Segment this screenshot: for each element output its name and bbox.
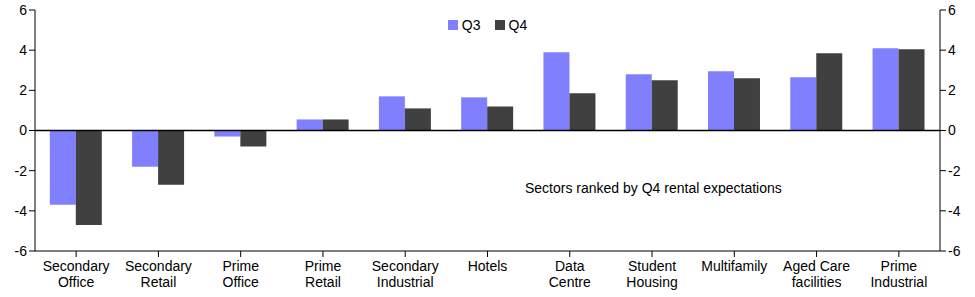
svg-text:SecondaryRetail: SecondaryRetail: [125, 258, 192, 290]
svg-text:Hotels: Hotels: [468, 258, 508, 274]
svg-text:0: 0: [19, 122, 27, 138]
svg-text:DataCentre: DataCentre: [549, 258, 591, 290]
svg-text:Multifamily: Multifamily: [701, 258, 767, 274]
svg-text:-4: -4: [15, 203, 28, 219]
html-text:Q4: Q4: [508, 17, 528, 33]
svg-text:-2: -2: [15, 163, 28, 179]
svg-text:PrimeOffice: PrimeOffice: [222, 258, 259, 290]
svg-text:4: 4: [19, 42, 27, 58]
svg-text:-4: -4: [948, 203, 961, 219]
svg-text:SecondaryIndustrial: SecondaryIndustrial: [372, 258, 439, 290]
html-text:Sectors ranked by Q4 rental ex: Sectors ranked by Q4 rental expectations: [525, 180, 782, 196]
svg-text:-2: -2: [948, 163, 961, 179]
svg-text:StudentHousing: StudentHousing: [626, 258, 677, 290]
html-text:Q3: Q3: [461, 17, 481, 33]
svg-text:2: 2: [19, 82, 27, 98]
svg-text:PrimeRetail: PrimeRetail: [305, 258, 342, 290]
svg-text:4: 4: [948, 42, 956, 58]
svg-text:PrimeIndustrial: PrimeIndustrial: [870, 258, 927, 290]
svg-text:6: 6: [19, 2, 27, 18]
svg-text:Aged Carefacilities: Aged Carefacilities: [783, 258, 850, 290]
svg-text:6: 6: [948, 2, 956, 18]
svg-text:2: 2: [948, 82, 956, 98]
svg-text:SecondaryOffice: SecondaryOffice: [43, 258, 110, 290]
svg-text:-6: -6: [15, 243, 28, 259]
svg-text:-6: -6: [948, 243, 961, 259]
svg-text:0: 0: [948, 122, 956, 138]
